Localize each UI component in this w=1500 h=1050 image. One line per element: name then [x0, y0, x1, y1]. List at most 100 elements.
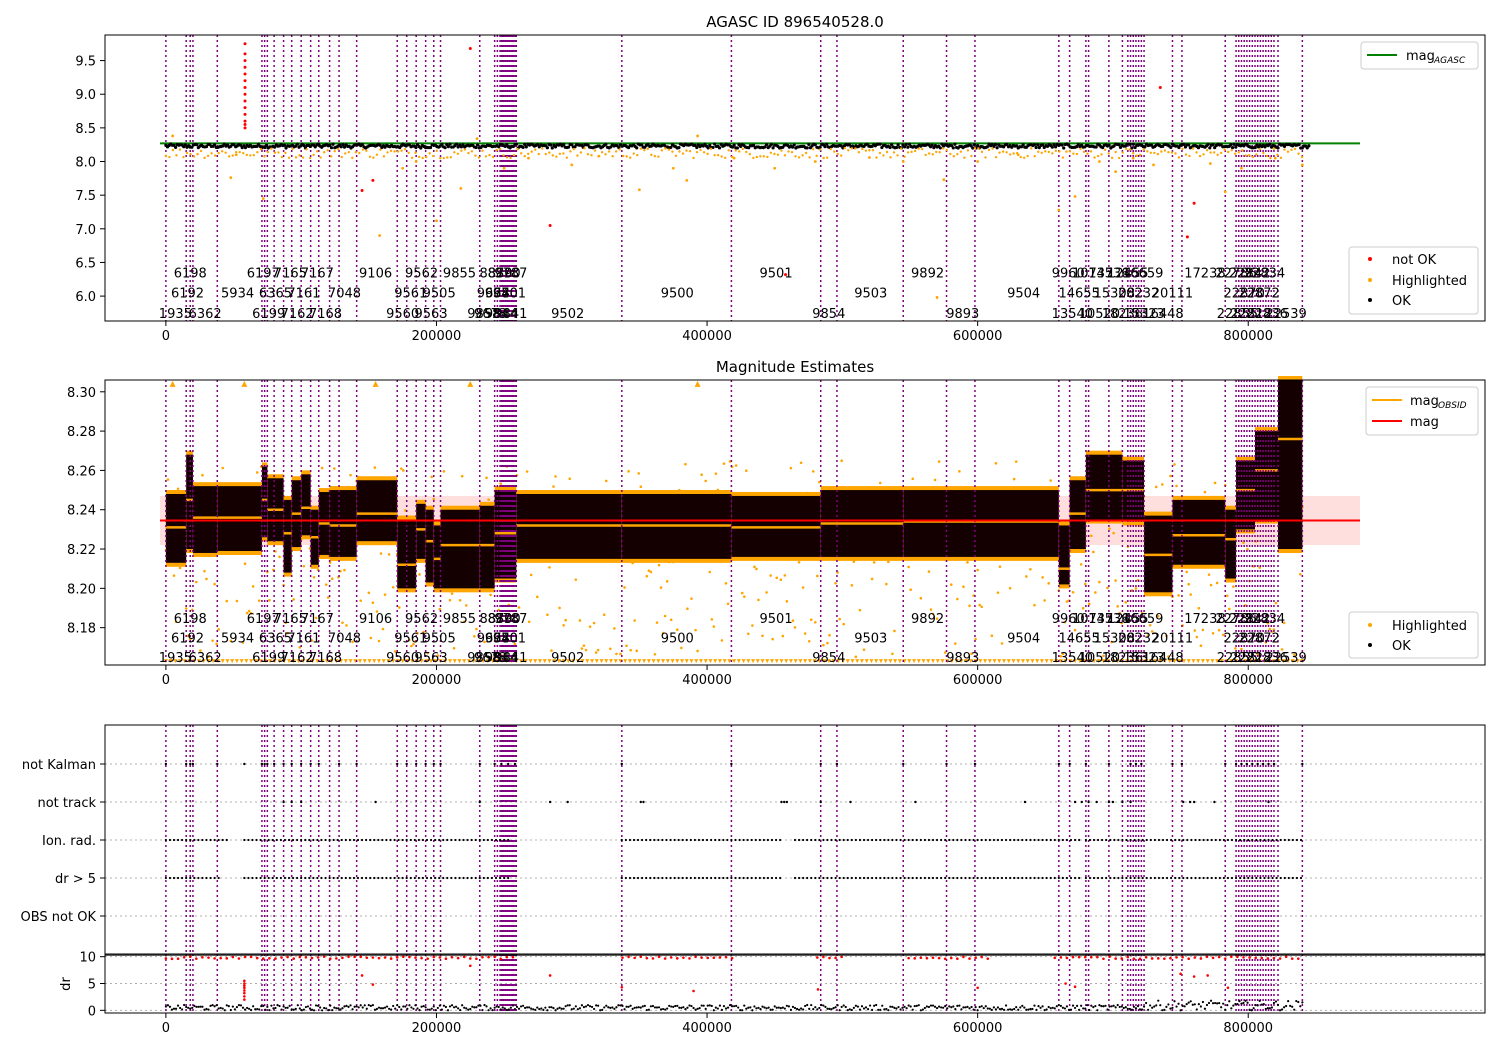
- dr-ok-point: [994, 1008, 998, 1011]
- highlighted-clipped-marker: [1219, 659, 1224, 664]
- highlighted-point: [1135, 154, 1138, 157]
- obsid-label: 1935: [159, 651, 192, 666]
- obsid-label: 9502: [551, 307, 584, 322]
- dr-not-ok-point: [438, 956, 442, 959]
- highlighted-point: [298, 154, 301, 157]
- highlighted-point: [442, 470, 446, 473]
- ion-rad-point: [1178, 838, 1181, 842]
- dr-ok-point: [852, 1006, 855, 1009]
- highlighted-point: [1033, 155, 1036, 158]
- highlighted-point: [448, 598, 452, 602]
- highlighted-clipped-marker: [627, 659, 632, 664]
- not-ok-point: [243, 119, 247, 123]
- ok-point: [419, 146, 423, 150]
- ion-rad-point: [1174, 838, 1177, 842]
- flag-category-label: Ion. rad.: [42, 834, 96, 849]
- dr-not-ok-point: [974, 956, 977, 960]
- dr-ok-point: [268, 1008, 271, 1012]
- dr-ok-point: [229, 1008, 232, 1012]
- highlighted-point: [337, 147, 340, 151]
- highlighted-point: [833, 150, 836, 153]
- obsid-label: 6365: [259, 287, 292, 302]
- obsid-label: 9858: [467, 651, 500, 666]
- dr5-point: [697, 876, 701, 880]
- ion-rad-point: [450, 838, 453, 842]
- dr5-point: [275, 876, 278, 880]
- dr5-point: [1206, 876, 1209, 880]
- y-tick-label: 8.24: [67, 504, 96, 519]
- highlighted-clipped-marker: [1030, 659, 1035, 664]
- highlighted-point: [959, 150, 963, 153]
- obsid-ok-spread: [1058, 525, 1070, 585]
- dr-not-ok-point: [1205, 955, 1209, 959]
- not-ok-point: [360, 188, 364, 192]
- highlighted-point: [906, 151, 910, 154]
- highlighted-point: [365, 149, 368, 153]
- highlighted-point: [987, 148, 991, 152]
- highlighted-point: [1197, 606, 1201, 610]
- dr-ok-point: [1203, 1007, 1207, 1010]
- highlighted-clipped-marker: [1115, 659, 1120, 664]
- highlighted-clipped-marker: [462, 659, 467, 664]
- highlighted-point: [1223, 148, 1226, 152]
- highlighted-clipped-marker: [1205, 659, 1210, 664]
- highlighted-point: [625, 644, 628, 648]
- highlighted-point: [885, 150, 889, 154]
- highlighted-point: [1211, 631, 1215, 635]
- dr-ok-point: [351, 1008, 354, 1011]
- highlighted-point: [1051, 152, 1054, 155]
- dr-ok-point: [298, 1007, 301, 1010]
- highlighted-point: [408, 638, 411, 642]
- dr5-point: [948, 876, 951, 880]
- highlighted-clipped-marker: [1181, 659, 1186, 664]
- flag-category-label: OBS not OK: [21, 910, 97, 925]
- dr-ok-point: [183, 1003, 186, 1007]
- dr-ok-point: [745, 1007, 748, 1010]
- dr-ok-point: [741, 1009, 744, 1012]
- highlighted-point: [188, 637, 192, 641]
- highlighted-point: [1199, 644, 1203, 648]
- highlighted-clipped-marker: [803, 659, 808, 664]
- not-ok-point: [468, 46, 472, 50]
- dr-not-ok-point: [840, 955, 843, 959]
- highlighted-point: [1089, 534, 1093, 538]
- highlighted-point: [302, 564, 306, 568]
- dr5-point: [822, 876, 825, 880]
- y-tick-label: 10: [79, 951, 96, 966]
- dr5-point: [1234, 876, 1238, 880]
- highlighted-point: [773, 166, 777, 170]
- highlighted-clipped-marker: [822, 659, 827, 664]
- dr-ok-point: [1169, 1007, 1172, 1010]
- dr-ok-point: [233, 1008, 236, 1011]
- obsid-label: 9854: [812, 307, 845, 322]
- ion-rad-point: [657, 838, 660, 842]
- highlighted-point: [674, 154, 678, 158]
- dr5-point: [344, 876, 347, 880]
- highlighted-point: [600, 151, 604, 154]
- highlighted-clipped-marker: [367, 659, 372, 664]
- highlighted-point: [421, 156, 424, 160]
- dr-ok-point: [1055, 1005, 1058, 1008]
- highlighted-point: [428, 152, 431, 155]
- highlighted-clipped-marker: [779, 659, 784, 664]
- ok-point: [1094, 145, 1098, 149]
- dr-ok-point: [1250, 1009, 1253, 1012]
- dr5-point: [1263, 876, 1266, 880]
- dr-ok-point: [960, 1008, 963, 1011]
- dr-ok-point: [820, 1003, 823, 1007]
- not-track-point: [1107, 800, 1111, 804]
- x-tick-label: 200000: [412, 329, 462, 344]
- dr5-point: [393, 876, 396, 880]
- dr-ok-point: [448, 1005, 452, 1008]
- ok-point: [1053, 145, 1058, 149]
- highlighted-point: [723, 156, 727, 159]
- highlighted-point: [1033, 603, 1036, 607]
- y-tick-label: 8.18: [67, 622, 96, 637]
- dr-ok-point: [511, 1004, 515, 1007]
- dr-ok-point: [343, 1005, 346, 1008]
- dr-ok-point: [818, 1006, 821, 1010]
- dr-ok-point: [335, 1007, 338, 1010]
- highlighted-point: [498, 147, 502, 151]
- dr-ok-point: [538, 1008, 541, 1011]
- highlighted-point: [761, 634, 764, 638]
